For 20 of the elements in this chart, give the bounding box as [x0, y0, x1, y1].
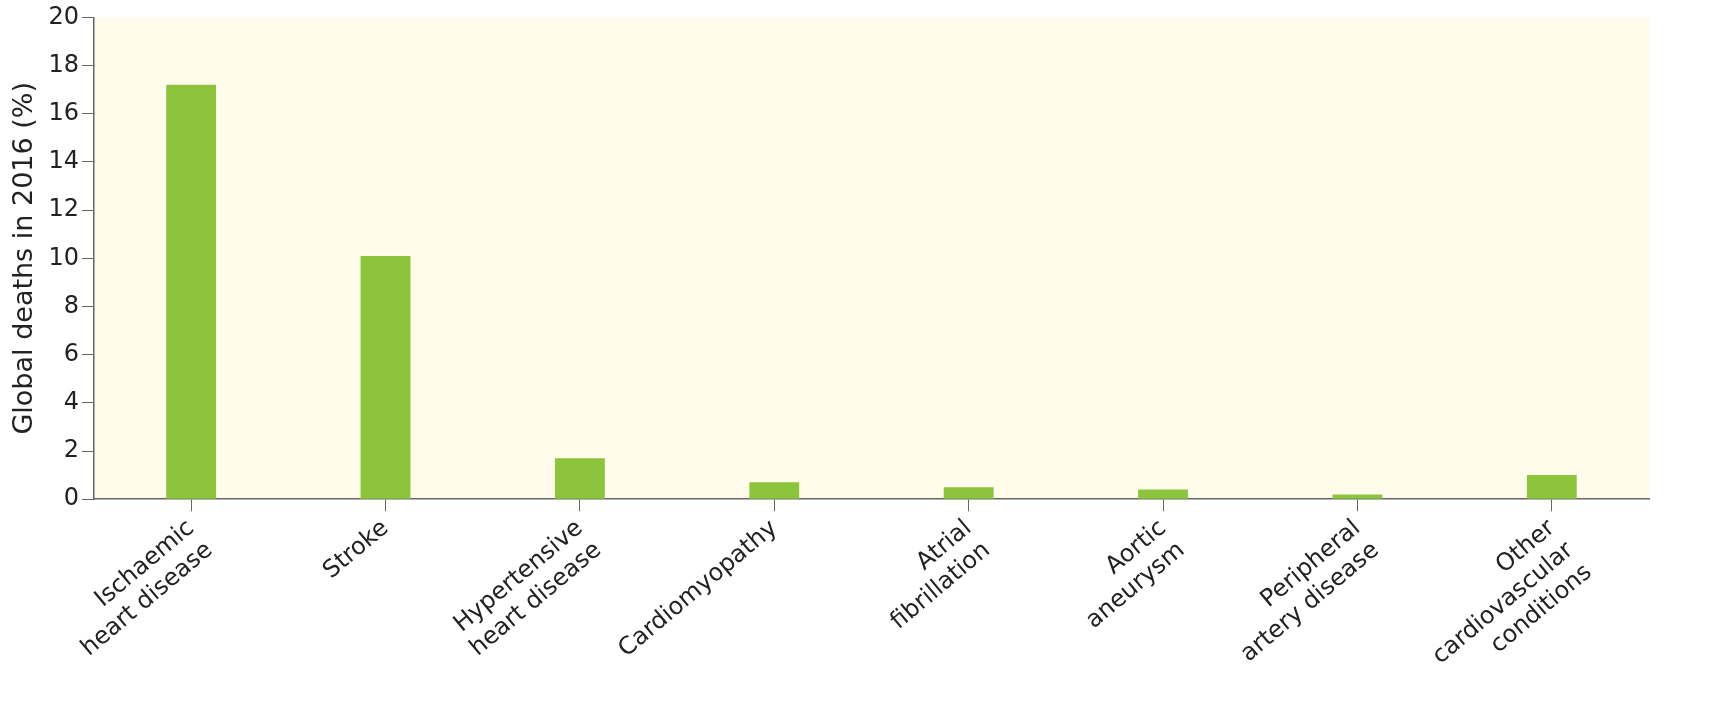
bar [1526, 475, 1577, 499]
y-tick-label: 8 [63, 290, 79, 319]
y-axis-title: Global deaths in 2016 (%) [7, 82, 39, 435]
bar [360, 255, 411, 499]
y-tick-label: 10 [48, 242, 79, 271]
bar [943, 487, 994, 499]
bar [1138, 489, 1188, 499]
y-tick-label: 4 [63, 387, 79, 416]
y-tick-label: 18 [48, 49, 79, 78]
y-tick-label: 12 [48, 194, 79, 223]
y-tick-label: 16 [48, 97, 79, 126]
bar [1332, 494, 1383, 499]
y-tick-label: 6 [63, 338, 79, 367]
bar [749, 482, 800, 499]
bar [554, 458, 605, 499]
y-tick-label: 20 [48, 1, 79, 30]
y-tick-label: 0 [63, 483, 79, 512]
bar [166, 84, 217, 499]
y-tick-label: 14 [48, 146, 79, 175]
y-tick-label: 2 [63, 435, 79, 464]
